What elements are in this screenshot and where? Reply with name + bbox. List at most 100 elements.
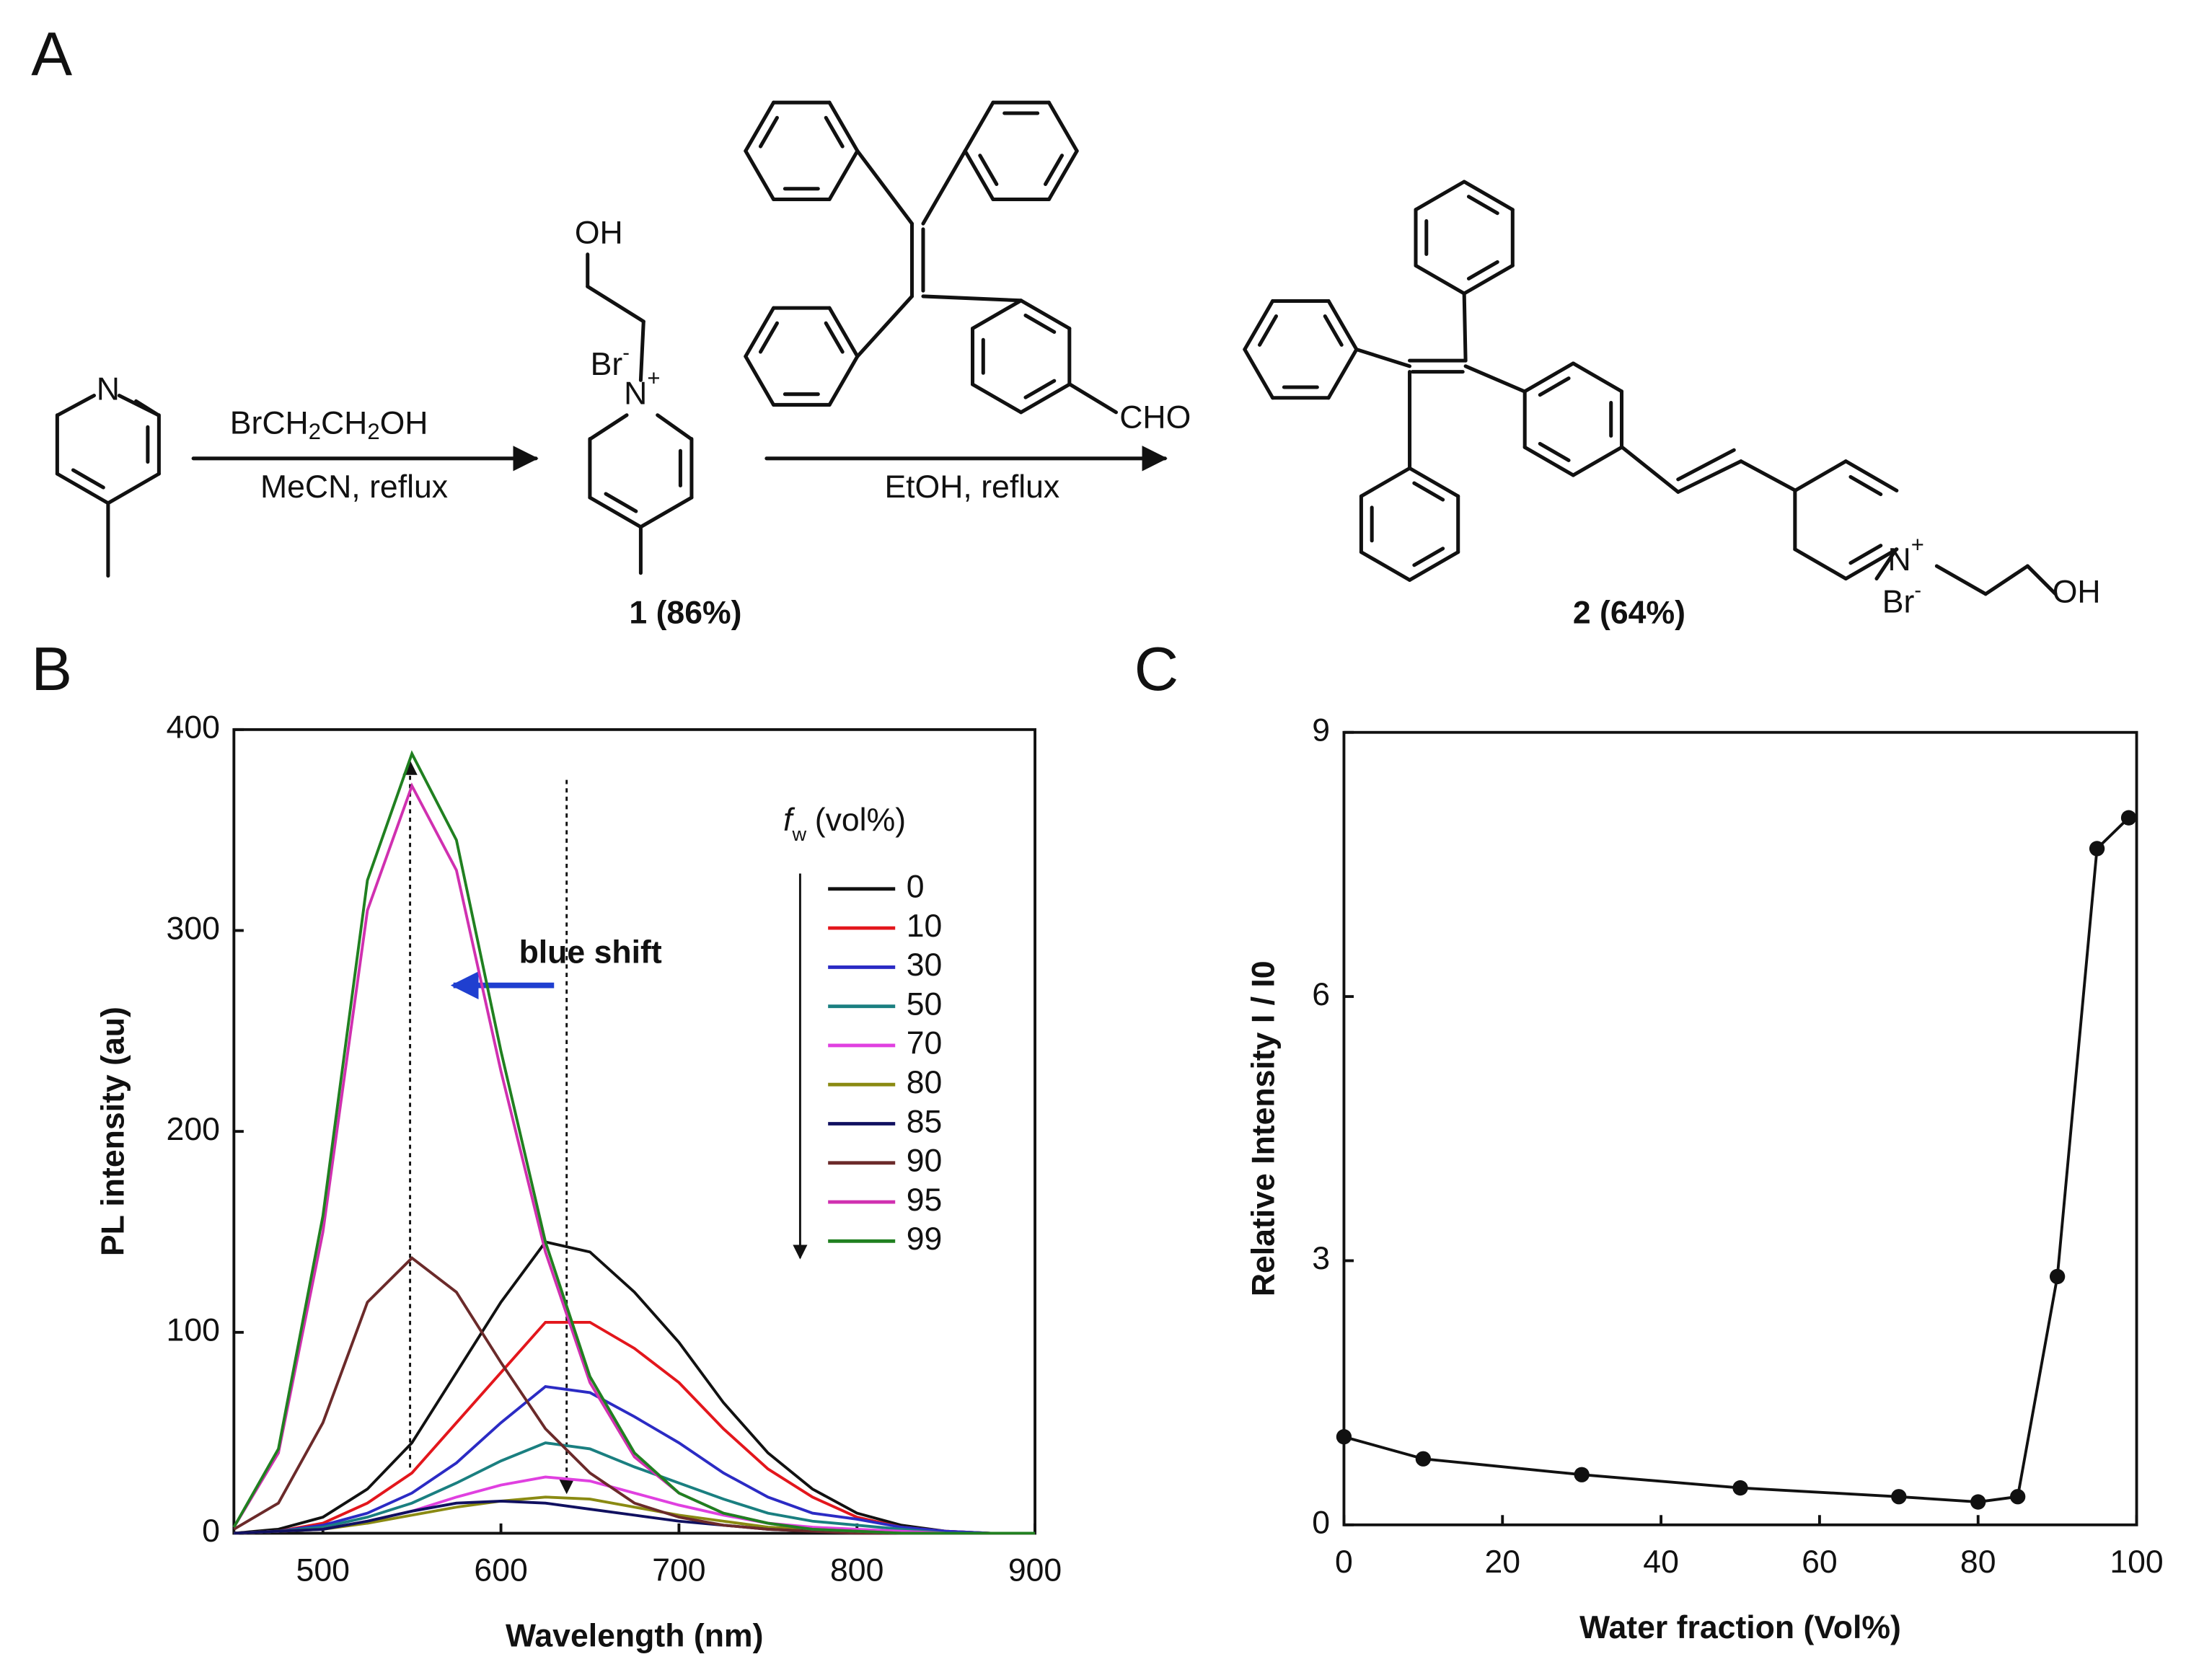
bond [588,495,643,529]
x-tick-label: 900 [1008,1553,1062,1588]
atom-label: OH [2053,575,2101,610]
atom-label: N [97,372,120,407]
atom-label: N+ [624,366,660,411]
bond [1243,348,1275,400]
reagent: BrCH2CH2OH [230,405,428,444]
y-tick-label: 6 [1312,977,1330,1012]
bond [1739,459,1798,492]
x-tick-label: 500 [296,1553,350,1588]
legend-label: 85 [907,1104,943,1139]
annotation: blue shift [519,935,662,971]
connecting-line [1343,816,2130,1504]
bond [1466,195,1499,216]
panel-label: C [1134,635,1179,704]
spectrum-line [234,1385,1036,1535]
bond [1522,361,1575,394]
x-tick-label: 0 [1335,1544,1353,1580]
bond [1412,481,1445,502]
bond [1323,314,1344,347]
bond [1359,550,1412,582]
y-tick-label: 0 [1312,1506,1330,1541]
bond [638,319,645,382]
bond [744,354,776,407]
conditions: EtOH, reflux [884,469,1059,505]
compound-label: 2 (64%) [1573,596,1685,631]
bond [827,306,860,358]
bond [1326,348,1359,400]
x-axis-label: Water fraction (Vol%) [1579,1610,1901,1645]
bond [117,394,161,417]
x-axis-label: Wavelength (nm) [506,1619,763,1654]
data-point [1732,1480,1748,1496]
bond [1414,263,1466,296]
bond [1044,154,1065,186]
x-tick-label: 80 [1960,1544,1996,1580]
data-point [1415,1451,1432,1467]
data-point [2049,1268,2066,1285]
bond [1019,382,1072,415]
bond [1359,466,1412,498]
bond [971,382,1023,415]
bond [1793,459,1848,492]
bond [1620,445,1680,494]
bond [824,115,845,149]
atom-label: CHO [1119,399,1191,435]
bond [1463,364,1527,394]
bond [827,354,860,407]
bond [1067,382,1119,415]
bond [1538,441,1571,462]
bond [1571,445,1624,477]
bond [1848,544,1883,565]
data-point [1970,1494,1986,1510]
data-point [2089,841,2105,857]
x-tick-label: 60 [1802,1544,1838,1580]
x-tick-label: 800 [830,1553,883,1588]
plot-frame [1342,730,2138,1526]
spectrum-line [234,1441,1036,1535]
spectrum-line [232,750,1036,1535]
bond [758,115,779,149]
legend-label: 70 [907,1026,943,1061]
bond [971,299,1023,331]
bond [589,413,629,441]
y-axis-label: Relative Intensity I / I0 [1246,960,1282,1296]
bond [1023,313,1057,334]
bond [855,149,914,226]
bond [744,306,776,358]
x-tick-label: 20 [1484,1544,1520,1580]
panel-label: B [31,635,72,704]
legend-label: 95 [907,1182,943,1218]
legend-label: 0 [907,870,925,905]
bond [855,294,914,358]
bond [1257,314,1279,347]
bond [824,321,845,354]
bond [1571,361,1624,394]
counterion: Br- [1882,579,1921,620]
bond [921,294,1023,303]
legend-label: 90 [907,1144,943,1179]
panel-label: A [31,20,72,89]
compound-label: 1 (86%) [629,596,741,631]
bond [1046,100,1079,153]
atom-label: N+ [1888,532,1924,578]
bond [827,100,860,153]
legend-title: fw (vol%) [783,803,906,846]
reaction-scheme: A N BrCH2CH2OH MeCN, reflux OH Br- N+ 1 … [31,20,2100,631]
bond [1408,550,1460,582]
data-point [2120,810,2137,826]
bond [921,149,967,226]
legend-label: 99 [907,1221,943,1257]
bond [1983,564,2029,596]
data-point [1574,1467,1590,1482]
bond [1676,448,1736,482]
bond [1412,547,1445,567]
bond [1843,459,1899,492]
bond [758,321,779,354]
bond [586,284,645,324]
bond [978,154,999,186]
bond [1843,547,1899,581]
bond [1874,547,1898,581]
bond [1538,376,1571,397]
